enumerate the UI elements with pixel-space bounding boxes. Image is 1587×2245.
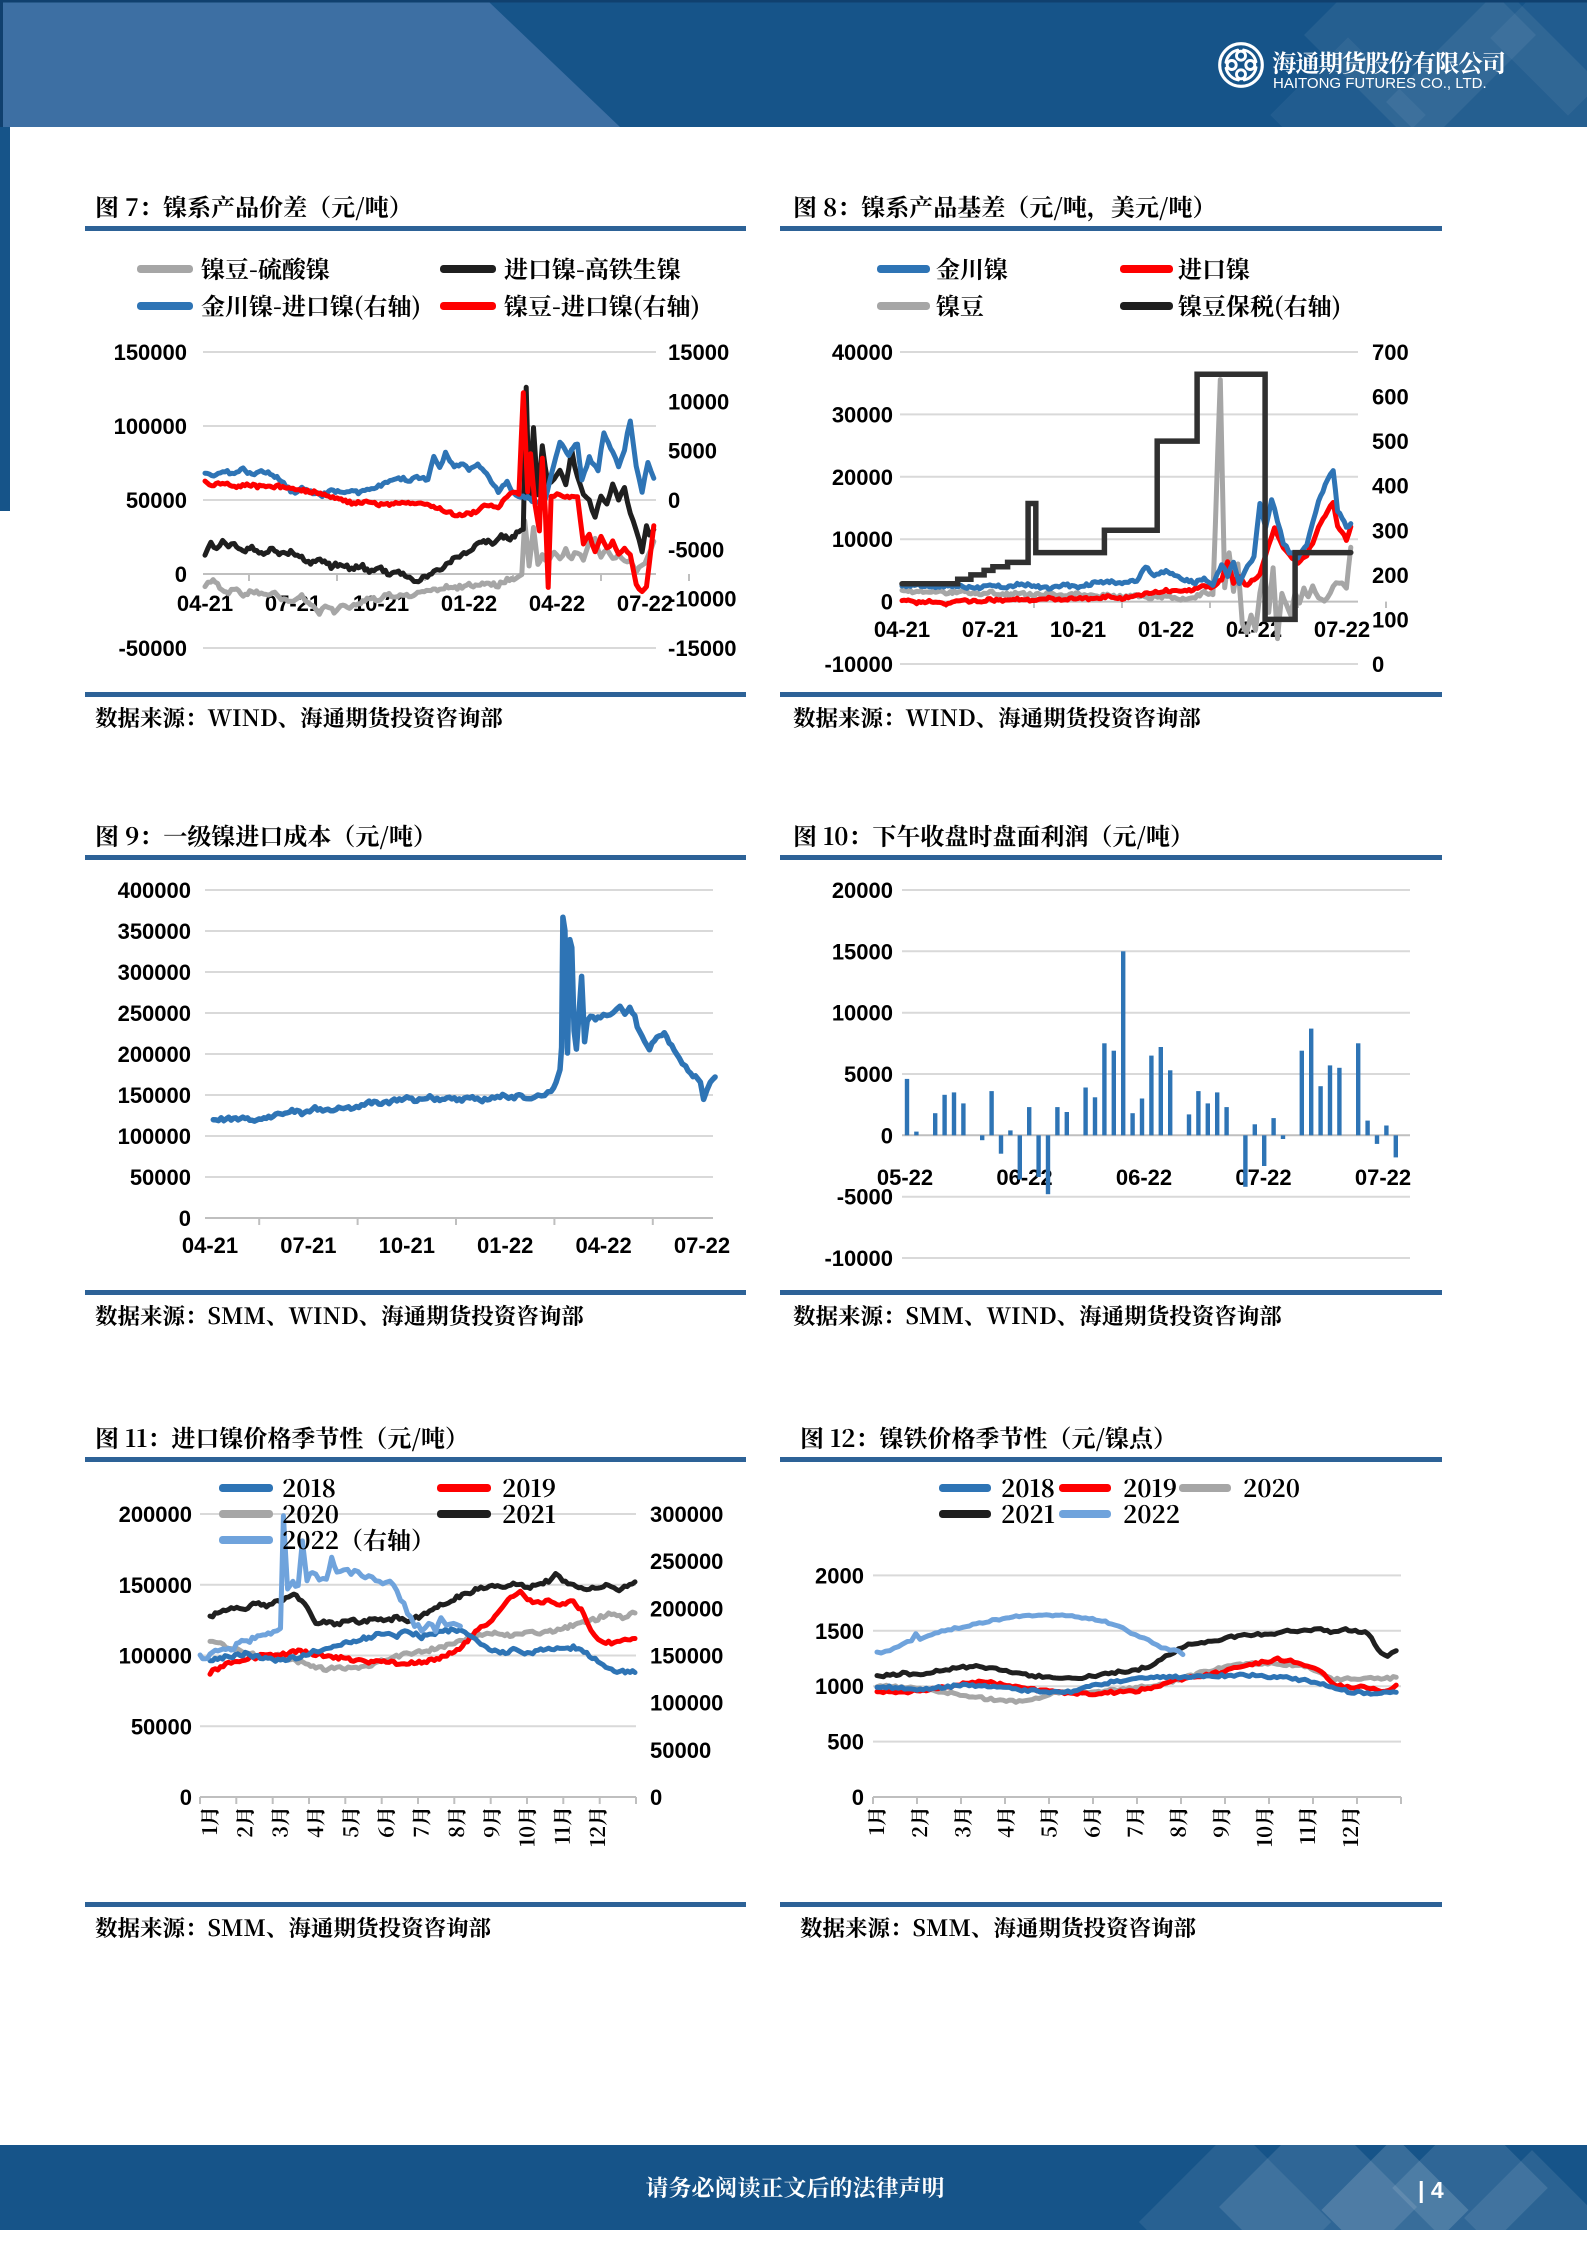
- svg-text:100000: 100000: [650, 1691, 723, 1716]
- svg-text:10000: 10000: [832, 1001, 893, 1026]
- svg-text:300000: 300000: [650, 1502, 723, 1527]
- svg-text:-15000: -15000: [668, 636, 737, 661]
- svg-text:0: 0: [180, 1785, 192, 1810]
- svg-text:100000: 100000: [118, 1124, 191, 1149]
- svg-text:0: 0: [881, 1123, 893, 1148]
- svg-text:0: 0: [668, 488, 680, 513]
- svg-text:07-21: 07-21: [280, 1233, 336, 1258]
- svg-text:50000: 50000: [650, 1738, 711, 1763]
- svg-text:600: 600: [1372, 385, 1409, 410]
- svg-text:10-21: 10-21: [1050, 617, 1106, 642]
- svg-text:| 4: | 4: [1418, 2177, 1444, 2203]
- svg-text:-5000: -5000: [837, 1185, 893, 1210]
- svg-text:-10000: -10000: [824, 1246, 893, 1271]
- svg-text:300: 300: [1372, 518, 1409, 543]
- svg-text:15000: 15000: [832, 939, 893, 964]
- svg-text:01-22: 01-22: [1138, 617, 1194, 642]
- svg-text:30000: 30000: [832, 402, 893, 427]
- svg-text:250000: 250000: [650, 1549, 723, 1574]
- svg-text:1000: 1000: [815, 1674, 864, 1699]
- svg-text:0: 0: [881, 590, 893, 615]
- svg-text:5000: 5000: [668, 439, 717, 464]
- svg-text:200000: 200000: [118, 1042, 191, 1067]
- svg-text:700: 700: [1372, 340, 1409, 365]
- svg-text:150000: 150000: [114, 340, 187, 365]
- svg-text:04-22: 04-22: [529, 591, 585, 616]
- svg-text:200000: 200000: [119, 1502, 192, 1527]
- svg-text:500: 500: [1372, 429, 1409, 454]
- svg-text:07-22: 07-22: [617, 591, 673, 616]
- svg-text:200: 200: [1372, 563, 1409, 588]
- svg-text:15000: 15000: [668, 340, 729, 365]
- svg-text:5000: 5000: [844, 1062, 893, 1087]
- svg-text:100000: 100000: [119, 1644, 192, 1669]
- svg-text:0: 0: [1372, 652, 1384, 677]
- svg-text:350000: 350000: [118, 919, 191, 944]
- svg-text:-10000: -10000: [668, 587, 737, 612]
- svg-text:04-22: 04-22: [575, 1233, 631, 1258]
- svg-text:0: 0: [650, 1785, 662, 1810]
- svg-text:150000: 150000: [119, 1573, 192, 1598]
- svg-text:06-22: 06-22: [1116, 1165, 1172, 1190]
- svg-text:06-22: 06-22: [996, 1165, 1052, 1190]
- svg-text:20000: 20000: [832, 878, 893, 903]
- svg-text:0: 0: [179, 1206, 191, 1231]
- svg-text:50000: 50000: [130, 1165, 191, 1190]
- svg-text:1500: 1500: [815, 1619, 864, 1644]
- svg-text:50000: 50000: [131, 1714, 192, 1739]
- svg-text:2000: 2000: [815, 1563, 864, 1588]
- svg-text:04-21: 04-21: [177, 591, 233, 616]
- svg-text:HAITONG FUTURES CO., LTD.: HAITONG FUTURES CO., LTD.: [1273, 75, 1487, 92]
- svg-text:300000: 300000: [118, 960, 191, 985]
- svg-text:20000: 20000: [832, 465, 893, 490]
- svg-text:400: 400: [1372, 474, 1409, 499]
- svg-text:-10000: -10000: [824, 652, 893, 677]
- svg-text:07-22: 07-22: [1355, 1165, 1411, 1190]
- svg-text:01-22: 01-22: [441, 591, 497, 616]
- svg-text:07-21: 07-21: [962, 617, 1018, 642]
- svg-text:100: 100: [1372, 607, 1409, 632]
- svg-text:400000: 400000: [118, 878, 191, 903]
- svg-text:50000: 50000: [126, 488, 187, 513]
- svg-text:-5000: -5000: [668, 537, 724, 562]
- svg-text:500: 500: [827, 1730, 864, 1755]
- svg-text:-50000: -50000: [118, 636, 187, 661]
- svg-text:10000: 10000: [832, 527, 893, 552]
- svg-text:0: 0: [852, 1785, 864, 1810]
- svg-text:10000: 10000: [668, 389, 729, 414]
- svg-text:250000: 250000: [118, 1001, 191, 1026]
- svg-text:07-22: 07-22: [1314, 617, 1370, 642]
- svg-text:0: 0: [175, 562, 187, 587]
- svg-text:07-22: 07-22: [674, 1233, 730, 1258]
- svg-text:01-22: 01-22: [477, 1233, 533, 1258]
- svg-text:40000: 40000: [832, 340, 893, 365]
- svg-text:05-22: 05-22: [877, 1165, 933, 1190]
- svg-text:150000: 150000: [118, 1083, 191, 1108]
- svg-text:200000: 200000: [650, 1596, 723, 1621]
- svg-text:04-21: 04-21: [182, 1233, 238, 1258]
- svg-text:150000: 150000: [650, 1644, 723, 1669]
- svg-text:100000: 100000: [114, 414, 187, 439]
- svg-text:10-21: 10-21: [379, 1233, 435, 1258]
- svg-text:04-21: 04-21: [874, 617, 930, 642]
